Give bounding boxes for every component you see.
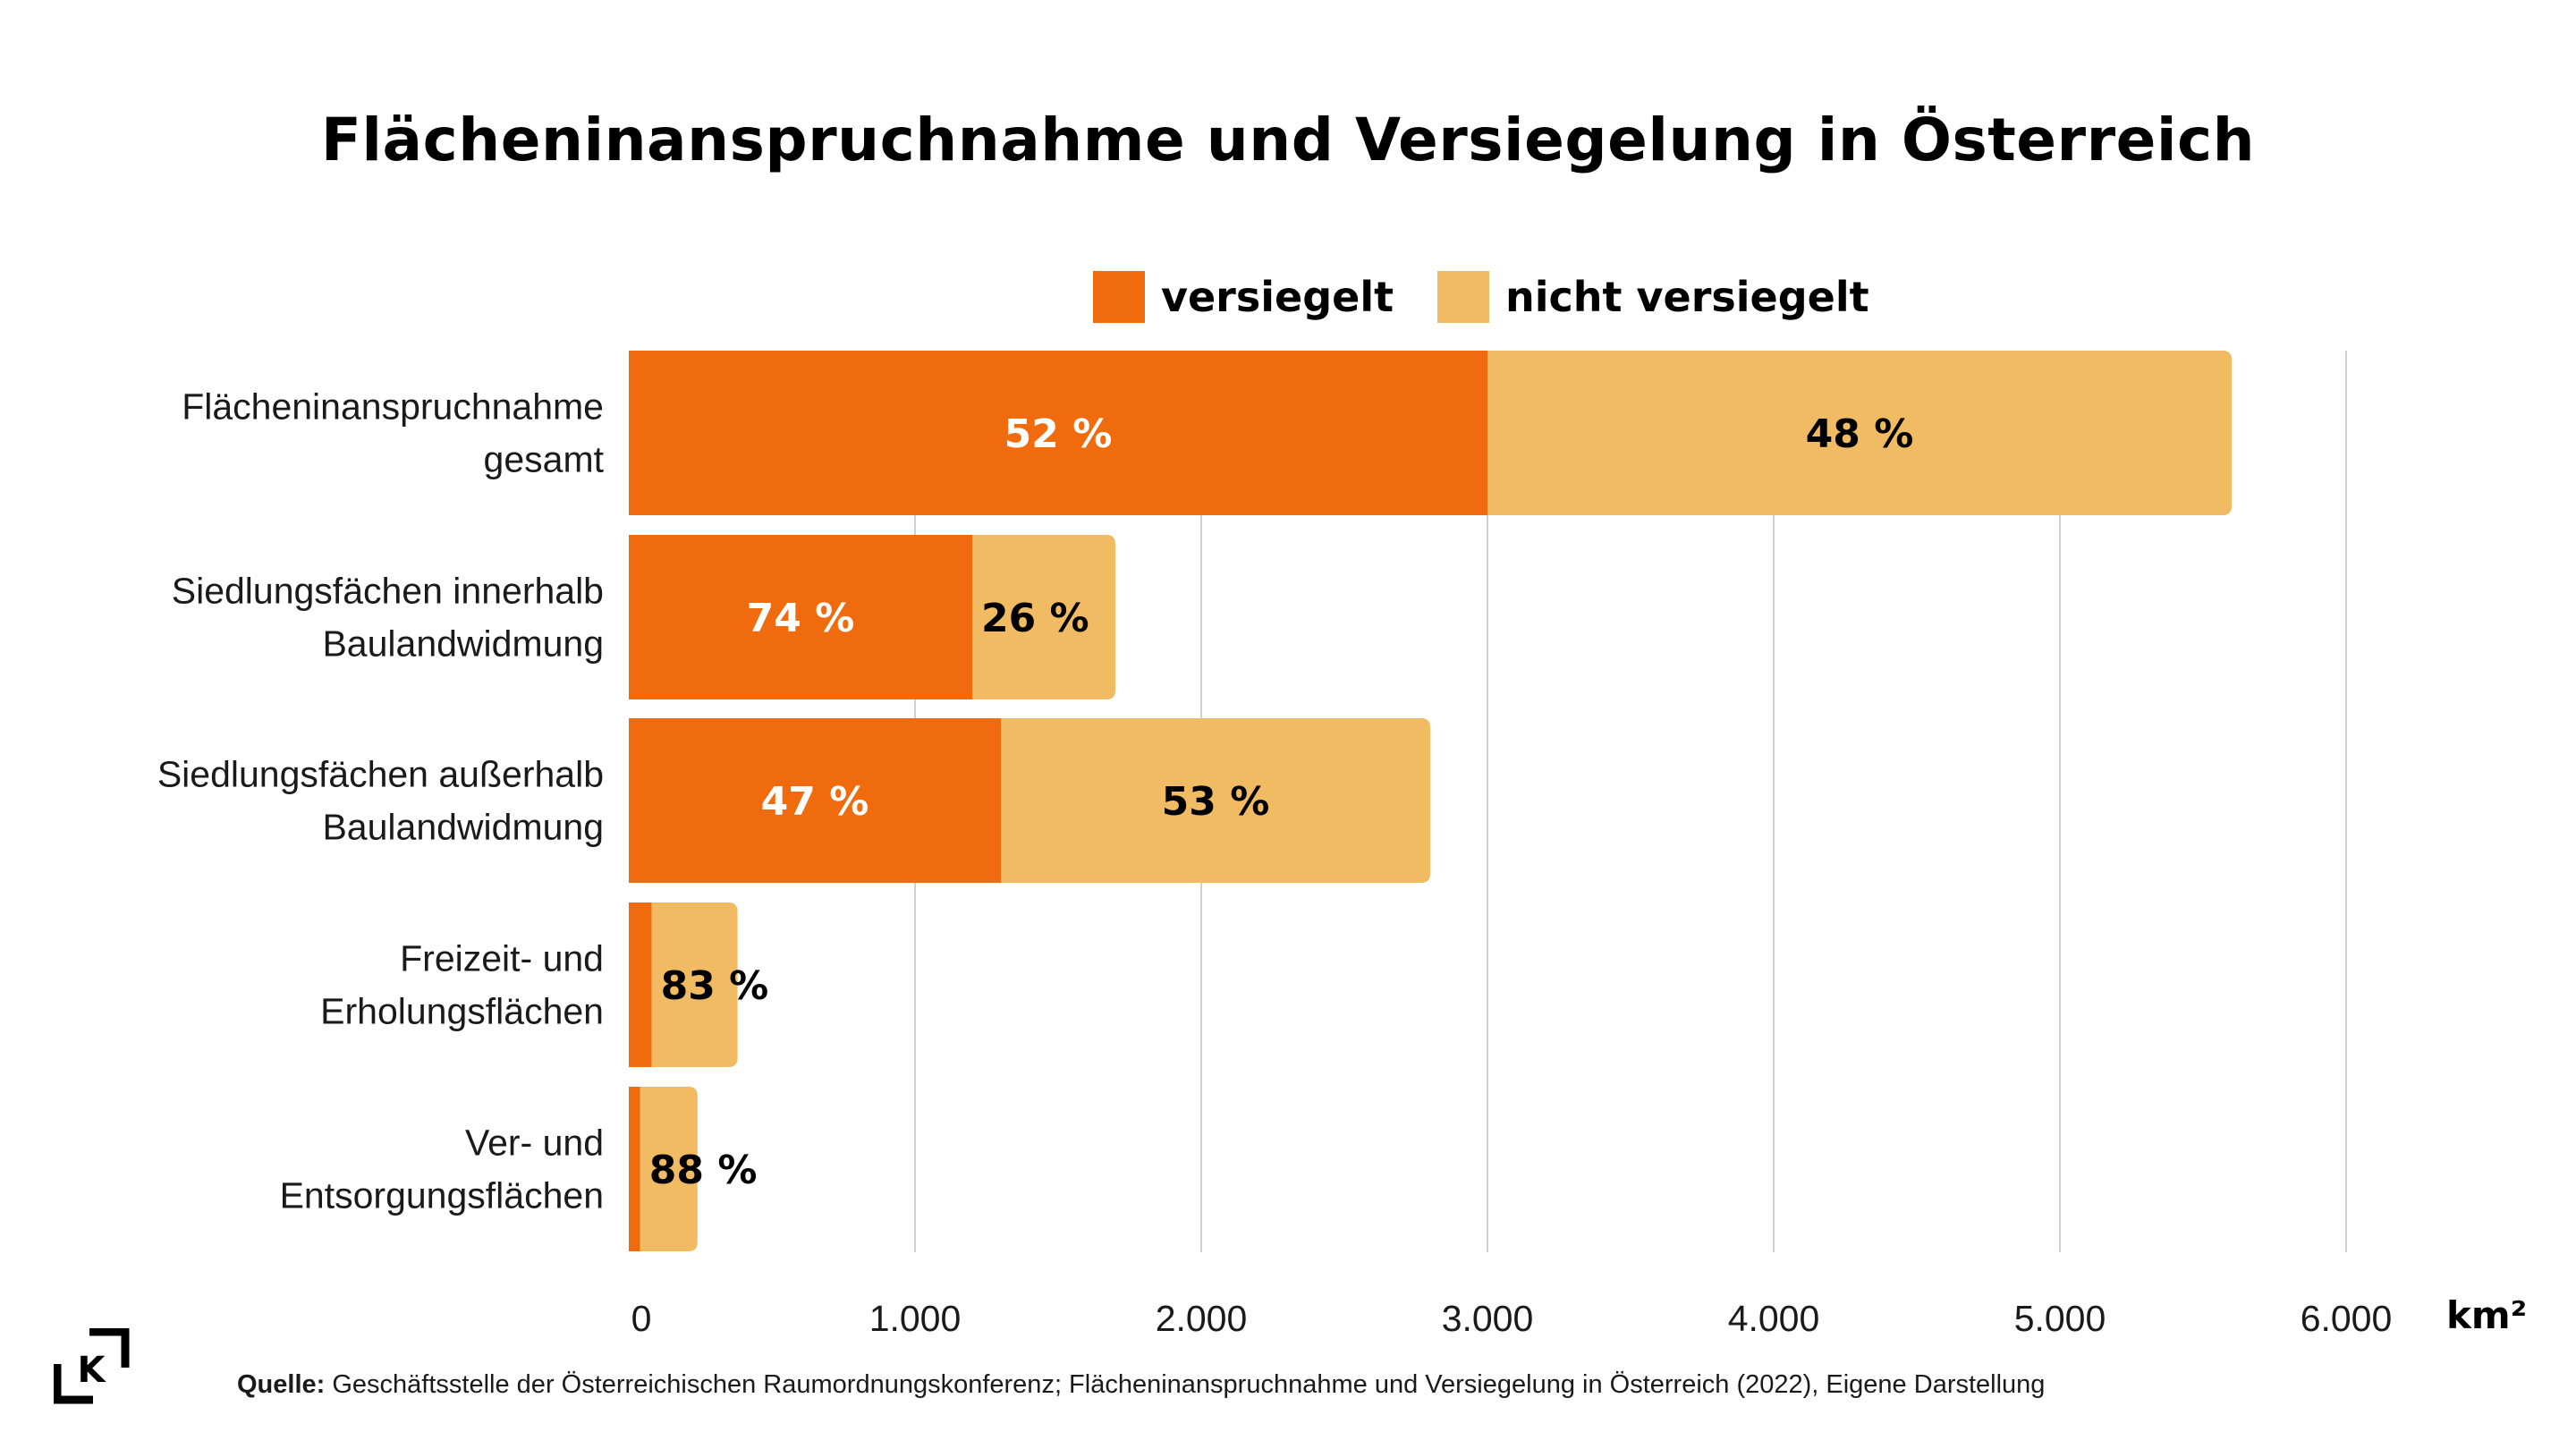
category-label: Entsorgungsflächen [280,1175,604,1216]
data-label: 83 % [661,963,769,1009]
bar-nicht-versiegelt [1001,718,1430,883]
x-tick-label: 0 [631,1298,652,1339]
category-label: Siedlungsfächen außerhalb [157,754,604,795]
legend-swatch [1093,271,1145,323]
source-note: Quelle: Geschäftsstelle der Österreichis… [237,1370,2045,1400]
data-label: 26 % [981,596,1089,641]
data-label: 48 % [1806,411,1914,457]
bar-nicht-versiegelt [972,535,1115,699]
bar-versiegelt [629,718,1001,883]
x-tick-label: 1.000 [869,1298,962,1339]
bar-nicht-versiegelt [651,902,738,1067]
legend: versiegelt nicht versiegelt [1093,271,1869,323]
chart-title: Flächeninanspruchnahme und Versiegelung … [320,106,2256,174]
category-label: Siedlungsfächen innerhalb [172,571,604,612]
data-label: 74 % [747,596,855,641]
legend-swatch [1437,271,1489,323]
data-label: 52 % [1004,411,1113,457]
x-unit-label: km² [2446,1293,2527,1337]
x-tick-label: 5.000 [2014,1298,2106,1339]
data-label: 88 % [649,1148,758,1193]
x-tick-label: 3.000 [1442,1298,1534,1339]
logo-icon: K [54,1328,130,1404]
bar-versiegelt [629,351,1487,515]
bar-versiegelt [629,535,972,699]
category-label: gesamt [484,439,605,480]
category-label: Ver- und [465,1123,604,1164]
bar-versiegelt [629,902,652,1067]
data-label: 47 % [761,779,869,825]
bars: 52 % 48 % 74 % 26 % 47 % 53 % 83 % 88 % [629,351,2232,1251]
bar-versiegelt [629,1087,640,1251]
category-label: Freizeit- und [400,938,604,979]
source-prefix: Quelle: [237,1370,326,1399]
source-text: Geschäftsstelle der Österreichischen Rau… [325,1370,2046,1399]
category-label: Baulandwidmung [322,807,604,848]
legend-label: versiegelt [1161,273,1394,321]
data-label: 53 % [1162,779,1270,825]
x-tick-label: 4.000 [1728,1298,1820,1339]
x-tick-label: 2.000 [1156,1298,1248,1339]
x-tick-label: 6.000 [2301,1298,2393,1339]
legend-label: nicht versiegelt [1505,273,1869,321]
category-label: Erholungsflächen [320,991,604,1032]
x-axis: 0 1.000 2.000 3.000 4.000 5.000 6.000 km² [631,1293,2528,1339]
bar-nicht-versiegelt [640,1087,698,1251]
logo-letter: K [78,1350,107,1391]
bar-nicht-versiegelt [1487,351,2232,515]
category-labels: Flächeninanspruchnahme gesamt Siedlungsfäc… [157,386,605,1216]
category-label: Flächeninanspruchnahme [182,386,604,428]
category-label: Baulandwidmung [322,623,604,665]
